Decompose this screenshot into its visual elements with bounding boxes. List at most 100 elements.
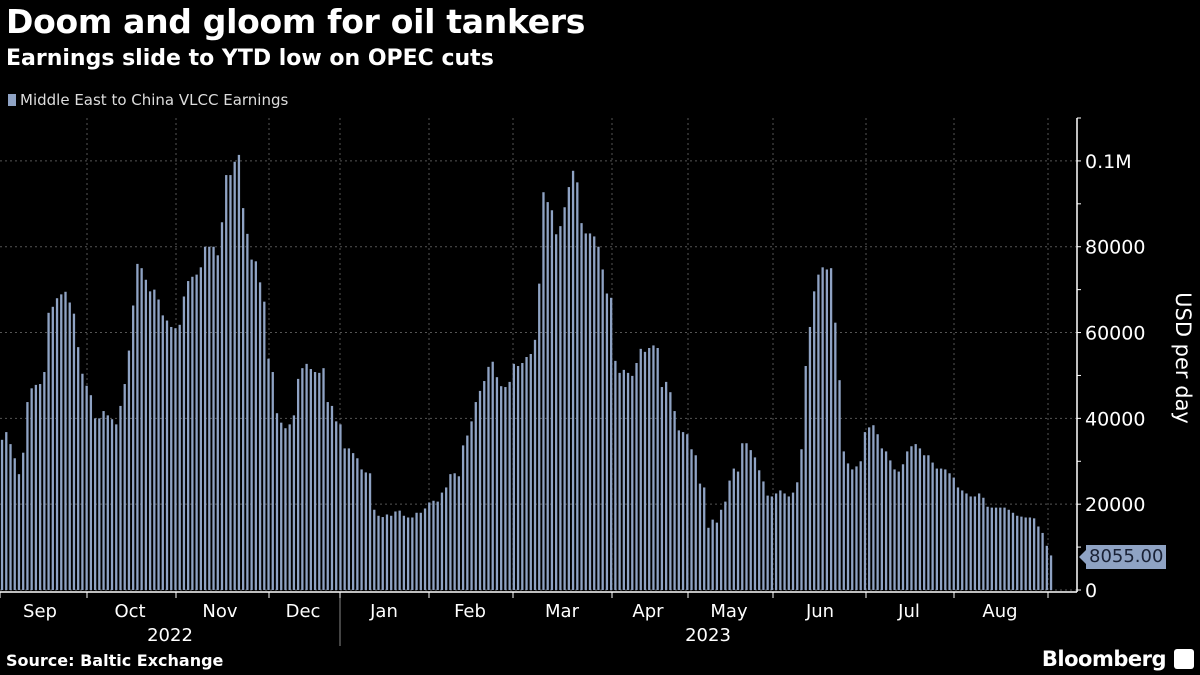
bar — [17, 474, 21, 590]
bar — [461, 445, 465, 590]
bar — [267, 358, 270, 590]
bar — [880, 448, 884, 590]
x-month-label: Nov — [202, 601, 237, 622]
x-month-label: Apr — [632, 601, 664, 622]
bar — [648, 347, 651, 590]
bar — [483, 381, 486, 590]
bar — [876, 434, 879, 590]
bar — [576, 182, 579, 590]
bar — [199, 267, 203, 590]
bar — [635, 363, 638, 590]
bar — [161, 315, 164, 590]
bar — [301, 368, 304, 590]
bar — [918, 448, 922, 590]
bar — [339, 424, 342, 590]
bar — [643, 351, 647, 590]
bar — [411, 517, 414, 590]
bar — [1007, 509, 1010, 590]
bar — [72, 313, 76, 590]
bar — [550, 210, 554, 590]
bloomberg-logo: Bloomberg — [1041, 647, 1167, 671]
bar — [30, 388, 33, 590]
bar — [106, 415, 109, 590]
bar — [884, 451, 888, 590]
bar — [191, 276, 194, 590]
bar — [356, 458, 359, 590]
bar — [43, 372, 46, 590]
bar — [491, 361, 494, 590]
bar — [927, 455, 930, 590]
bar — [766, 495, 769, 590]
bar — [1028, 517, 1032, 590]
bar — [571, 170, 575, 590]
bar — [81, 373, 84, 590]
legend-swatch — [8, 94, 16, 106]
bar — [182, 296, 186, 590]
bar — [347, 448, 351, 590]
x-month-label: Dec — [286, 601, 321, 622]
bar — [601, 269, 604, 590]
bar — [157, 299, 160, 590]
bar — [897, 471, 900, 590]
bar — [326, 402, 329, 590]
bar — [622, 369, 625, 590]
x-month-label: Aug — [982, 601, 1017, 622]
x-month-label: Sep — [23, 601, 57, 622]
y-tick-label: 20000 — [1085, 494, 1145, 516]
x-month-label: Feb — [454, 601, 486, 622]
bar — [123, 384, 126, 590]
legend-label: Middle East to China VLCC Earnings — [20, 91, 289, 109]
bar — [977, 493, 981, 590]
bar — [136, 263, 139, 590]
bar — [694, 455, 697, 590]
bar — [165, 320, 169, 590]
bar — [1045, 545, 1048, 590]
bar — [656, 347, 659, 590]
bar — [9, 444, 12, 590]
bar — [275, 413, 279, 590]
y-tick-label: 40000 — [1085, 408, 1145, 430]
bar — [313, 372, 317, 590]
bar — [973, 496, 977, 590]
bar — [77, 347, 80, 590]
bar — [631, 375, 634, 590]
bar — [415, 512, 418, 590]
bar — [698, 483, 702, 590]
bar — [419, 512, 422, 590]
bar — [381, 517, 384, 590]
bar — [89, 395, 93, 590]
bar — [774, 493, 778, 590]
bar — [923, 455, 926, 590]
bar — [242, 208, 245, 591]
bar — [457, 476, 461, 590]
legend: Middle East to China VLCC Earnings — [8, 91, 288, 109]
bar — [681, 432, 685, 590]
bar — [813, 291, 816, 590]
bar — [851, 469, 854, 590]
bar — [711, 519, 714, 590]
bar — [745, 443, 748, 590]
bar — [233, 161, 236, 590]
bar — [373, 509, 376, 590]
bar — [343, 448, 346, 590]
bar — [504, 387, 507, 590]
bar — [280, 422, 283, 590]
bar — [250, 259, 253, 590]
bar — [901, 464, 905, 590]
bar — [804, 366, 807, 590]
bar — [969, 496, 972, 590]
bar — [808, 326, 812, 590]
bar — [791, 492, 795, 590]
bar — [846, 463, 850, 590]
bar — [673, 411, 676, 590]
x-month-label: Mar — [545, 601, 580, 622]
bar — [961, 490, 964, 590]
x-year-label: 2022 — [147, 625, 193, 646]
bar — [889, 460, 892, 590]
bar — [119, 405, 122, 590]
bar — [796, 482, 799, 590]
bar — [948, 473, 951, 590]
x-month-label: Jul — [897, 601, 920, 622]
bar — [423, 508, 427, 590]
